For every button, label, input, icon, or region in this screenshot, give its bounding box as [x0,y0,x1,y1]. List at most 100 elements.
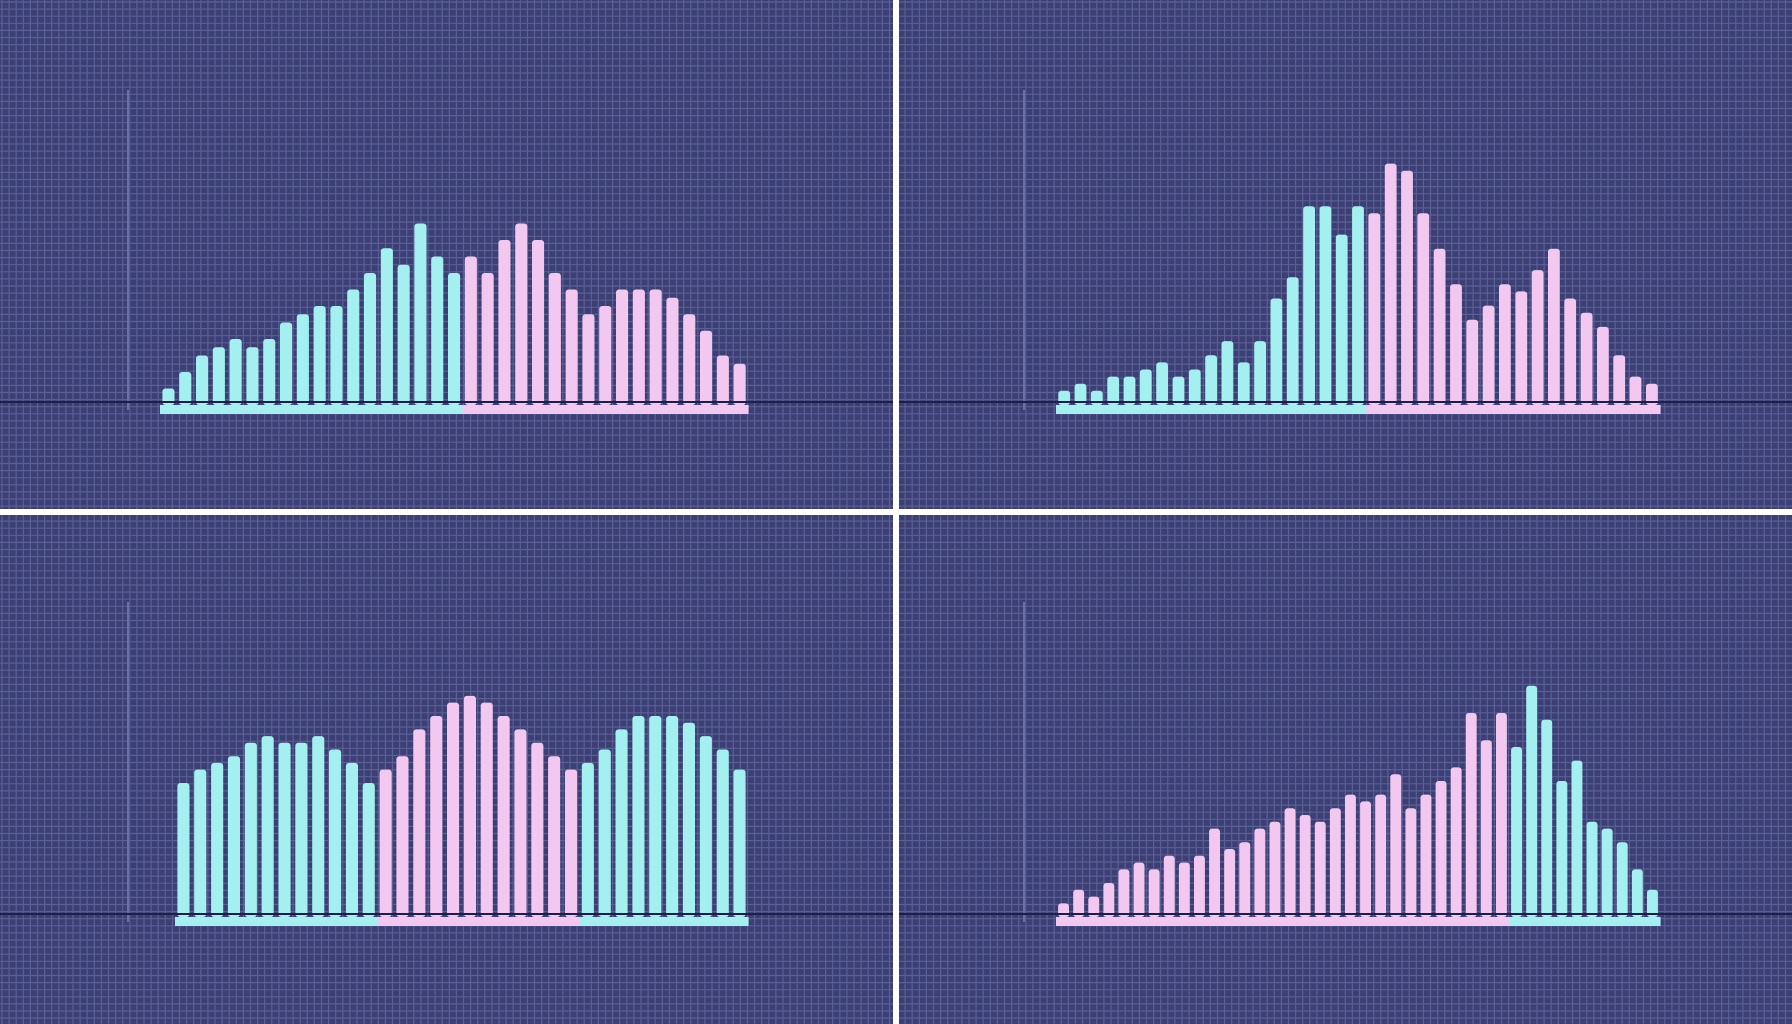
bar-base [1072,405,1090,414]
bar-base [512,405,531,414]
bar [330,306,343,405]
bar [1601,828,1613,917]
bar [1205,355,1217,405]
panel-bottom-right [896,512,1792,1024]
bar-base [1529,405,1547,414]
bar-base [478,917,496,926]
bar [1073,889,1085,917]
bar-base [361,405,379,414]
bar [364,273,377,405]
bar-base [294,405,312,414]
bar-base [210,405,228,414]
bar-base [697,405,715,414]
bar [1088,896,1100,917]
bar-base [1101,917,1117,926]
bar-base [1317,405,1335,414]
bar [397,264,410,406]
bar-base [1297,917,1314,926]
bar-base [1222,917,1238,926]
bar [1586,821,1598,917]
bar [396,756,409,917]
bar-base [562,917,581,926]
bar-base [1539,917,1555,926]
bar [1435,781,1447,917]
bar [1156,362,1168,405]
horizontal-divider [0,509,1792,515]
bar [246,347,259,406]
bar-base [496,405,514,414]
bar-base [1300,405,1318,414]
bar [1221,341,1234,405]
bar [582,314,595,406]
bar [261,736,274,917]
bar-base [1235,405,1253,414]
bar [1496,713,1507,917]
bar-base [1448,917,1465,926]
bar-base [175,917,193,926]
chart-top-left [0,0,896,512]
bar-base [191,917,210,926]
bar-base [630,917,648,926]
bar-base [1327,917,1344,926]
bar [1499,284,1511,405]
bar-base [1170,405,1188,414]
bar-base [1342,917,1359,926]
bar [379,769,392,917]
bar-base [1447,405,1465,414]
bar-base [427,917,446,926]
bar-base [344,405,363,414]
bar [548,756,561,917]
bar-base [1433,917,1450,926]
bar [431,256,444,405]
bar [1107,376,1120,405]
grid-lines [896,0,1792,512]
bar [700,330,713,406]
bar-base [596,917,614,926]
bar [194,769,207,917]
bar-base [1644,917,1661,926]
chart-bottom-left [0,512,896,1024]
bar [1482,305,1495,405]
bar-base [1524,917,1540,926]
bar-base [461,917,479,926]
bar-base [512,917,530,926]
bar-base [1493,917,1510,926]
bar [514,729,527,917]
bar [329,749,342,917]
chart-bottom-right [896,512,1792,1024]
bar-base [1415,405,1432,414]
bar-base [326,917,345,926]
bar [1480,740,1492,917]
bar [1103,883,1115,917]
bar [1580,312,1593,405]
bar-base [1569,917,1586,926]
bar [632,289,645,405]
bar-base [1131,917,1148,926]
bar-base [395,405,413,414]
bar-base [1146,917,1163,926]
bar-base [580,405,598,414]
bar [1390,774,1402,917]
bar-base [176,405,195,414]
bar-base [1599,917,1616,926]
bar [1531,270,1544,405]
grid-lines [0,0,896,512]
bar [464,256,477,405]
bar-base [1153,405,1171,414]
bar-base [1086,917,1102,926]
panel-bottom-left [0,512,896,1024]
bar [616,289,629,405]
bar [615,729,628,917]
bar [1360,801,1371,917]
bar [1405,808,1417,917]
bar-base [697,917,715,926]
bar-base [1496,405,1514,414]
bar [1314,821,1326,917]
bar-base [529,405,547,414]
bar-base [1121,405,1139,414]
bar [1270,298,1283,405]
bar-base [360,917,378,926]
bar [296,314,309,406]
bar-base [410,917,429,926]
bar [380,248,393,406]
